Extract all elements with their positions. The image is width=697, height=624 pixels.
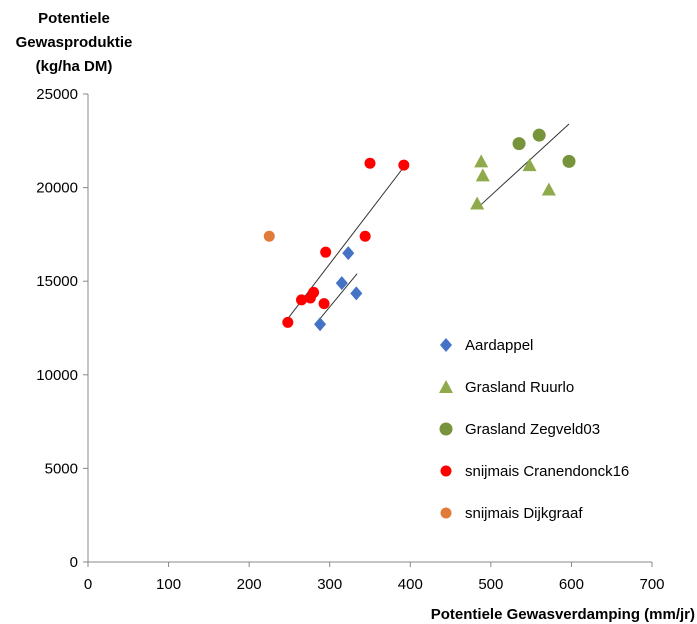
y-tick-label: 25000 bbox=[36, 86, 78, 103]
y-axis-label: Potentiele Gewasproduktie (kg/ha DM) bbox=[16, 10, 133, 75]
legend-marker-grasland-zegveld03 bbox=[439, 422, 453, 436]
legend: Aardappel Grasland Ruurlo Grasland Zegveld… bbox=[439, 337, 629, 522]
y-axis-label-line: (kg/ha DM) bbox=[36, 58, 113, 75]
data-point-snijmais-dijkgraaf bbox=[263, 230, 275, 242]
data-point-snijmais-cranendonck16 bbox=[308, 286, 320, 298]
legend-marker-aardappel bbox=[440, 338, 452, 352]
x-tick-label: 500 bbox=[478, 576, 503, 593]
y-tick-label: 0 bbox=[70, 554, 78, 571]
legend-label-snijmais-cranendonck16: snijmais Cranendonck16 bbox=[465, 463, 629, 480]
data-point-snijmais-cranendonck16 bbox=[318, 298, 330, 310]
data-point-grasland-ruurlo bbox=[541, 182, 556, 196]
x-tick-label: 400 bbox=[398, 576, 423, 593]
trendline-snijmais-cranendonck16 bbox=[287, 166, 405, 319]
data-points bbox=[263, 128, 576, 332]
x-tick-label: 100 bbox=[156, 576, 181, 593]
legend-label-grasland-ruurlo: Grasland Ruurlo bbox=[465, 379, 574, 396]
data-point-grasland-ruurlo bbox=[474, 154, 489, 168]
data-point-aardappel bbox=[335, 276, 348, 291]
x-tick-label: 700 bbox=[639, 576, 664, 593]
legend-label-snijmais-dijkgraaf: snijmais Dijkgraaf bbox=[465, 505, 583, 522]
data-point-grasland-ruurlo bbox=[475, 168, 490, 182]
y-tick-label: 15000 bbox=[36, 273, 78, 290]
data-point-aardappel bbox=[350, 286, 363, 301]
data-point-grasland-ruurlo bbox=[470, 196, 485, 210]
data-point-aardappel bbox=[342, 246, 355, 261]
x-tick-label: 300 bbox=[317, 576, 342, 593]
data-point-snijmais-cranendonck16 bbox=[364, 157, 376, 169]
data-point-grasland-ruurlo bbox=[522, 158, 537, 172]
data-point-snijmais-cranendonck16 bbox=[359, 230, 371, 242]
legend-label-aardappel: Aardappel bbox=[465, 337, 533, 354]
x-tick-label: 200 bbox=[237, 576, 262, 593]
x-tick-label: 0 bbox=[84, 576, 92, 593]
y-tick-label: 20000 bbox=[36, 180, 78, 197]
trendline-grasland bbox=[476, 123, 570, 209]
data-point-grasland-zegveld03 bbox=[512, 137, 526, 151]
legend-marker-snijmais-cranendonck16 bbox=[440, 465, 452, 477]
data-point-snijmais-cranendonck16 bbox=[296, 294, 308, 306]
trendline-aardappel bbox=[319, 273, 358, 319]
y-axis-label-line: Potentiele bbox=[38, 10, 110, 27]
data-point-aardappel bbox=[314, 317, 327, 332]
data-point-snijmais-cranendonck16 bbox=[320, 246, 332, 258]
data-point-grasland-zegveld03 bbox=[532, 128, 546, 142]
data-point-grasland-zegveld03 bbox=[562, 154, 576, 168]
data-point-snijmais-cranendonck16 bbox=[398, 159, 410, 171]
axes: 0 5000 10000 15000 20000 25000 0 100 200 300 400 50… bbox=[36, 86, 664, 593]
x-axis-label: Potentiele Gewasverdamping (mm/jr) bbox=[431, 606, 695, 623]
y-tick-label: 5000 bbox=[45, 460, 78, 477]
x-tick-label: 600 bbox=[559, 576, 584, 593]
data-point-snijmais-cranendonck16 bbox=[282, 316, 294, 328]
legend-marker-grasland-ruurlo bbox=[439, 380, 453, 393]
y-axis-label-line: Gewasproduktie bbox=[16, 34, 133, 51]
y-tick-label: 10000 bbox=[36, 367, 78, 384]
trendlines bbox=[287, 123, 570, 319]
legend-marker-snijmais-dijkgraaf bbox=[440, 507, 452, 519]
legend-label-grasland-zegveld03: Grasland Zegveld03 bbox=[465, 421, 600, 438]
